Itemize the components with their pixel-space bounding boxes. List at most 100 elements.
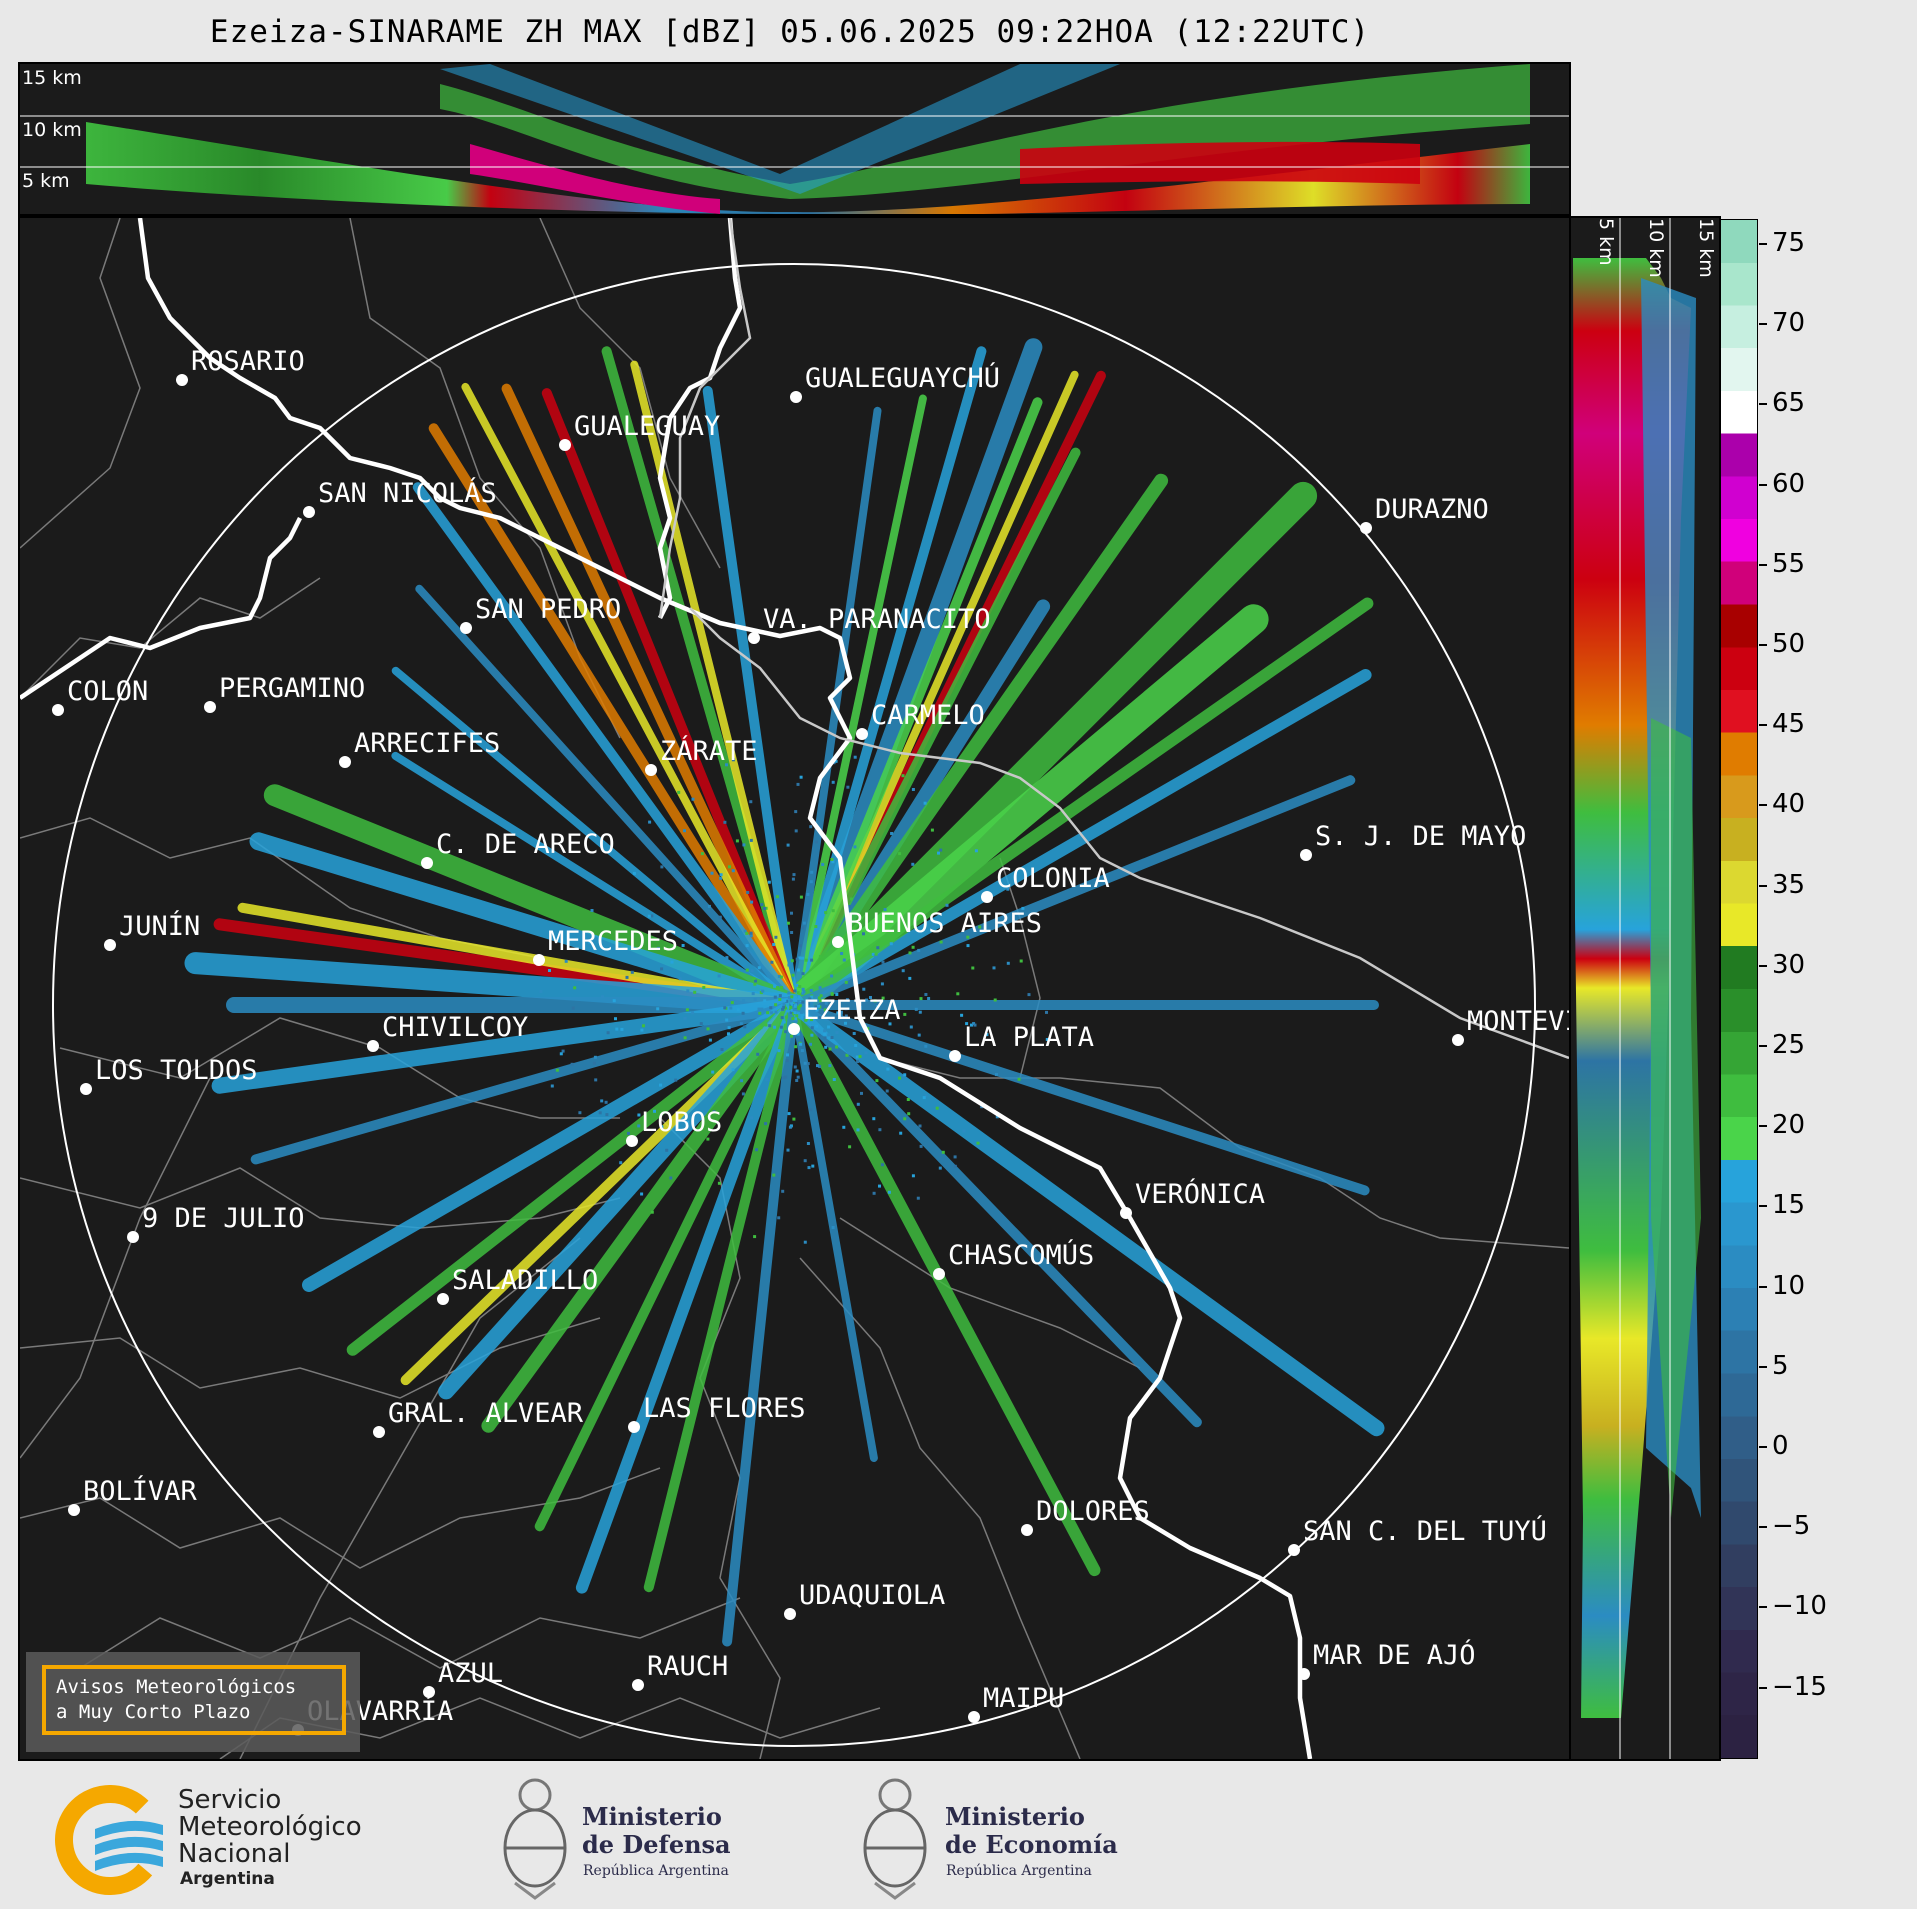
reflectivity-pixel: [750, 1116, 754, 1120]
colorbar-tick-label: 70: [1772, 308, 1806, 339]
reflectivity-pixel: [924, 993, 928, 996]
reflectivity-pixel: [778, 998, 782, 1001]
colorbar-tick: [1759, 964, 1767, 967]
reflectivity-pixel: [807, 960, 811, 964]
colorbar-tick: [1759, 1285, 1767, 1288]
reflectivity-pixel: [778, 994, 782, 998]
reflectivity-pixel: [830, 974, 834, 978]
reflectivity-pixel: [759, 1026, 763, 1030]
reflectivity-pixel: [793, 989, 797, 993]
reflectivity-beam: [211, 997, 802, 1094]
warning-box[interactable]: Avisos Meteorológicos a Muy Corto Plazo: [26, 1652, 360, 1752]
reflectivity-pixel: [745, 1033, 749, 1037]
reflectivity-pixel: [650, 914, 654, 918]
colorbar-tick: [1759, 1526, 1767, 1529]
reflectivity-pixel: [739, 1022, 743, 1026]
reflectivity-pixel: [788, 1125, 792, 1129]
reflectivity-pixel: [827, 1033, 831, 1037]
reflectivity-pixel: [797, 995, 801, 999]
reflectivity-pixel: [768, 1024, 772, 1028]
reflectivity-pixel: [918, 1010, 922, 1014]
reflectivity-pixel: [784, 1015, 788, 1019]
reflectivity-pixel: [691, 1011, 695, 1015]
reflectivity-pixel: [719, 876, 723, 880]
smn-country: Argentina: [180, 1869, 275, 1889]
reflectivity-pixel: [745, 931, 749, 935]
city-dot: [1298, 1668, 1310, 1680]
reflectivity-pixel: [908, 976, 912, 980]
city-marker: GUALEGUAY: [559, 411, 720, 451]
city-marker: C. DE ARECO: [421, 829, 615, 869]
city-dot: [204, 701, 216, 713]
reflectivity-pixel: [708, 1038, 712, 1042]
side-cross-section: [1573, 218, 1701, 1759]
city-dot: [1452, 1034, 1464, 1046]
reflectivity-pixel: [615, 1027, 619, 1031]
radar-map[interactable]: ROSARIO GUALEGUAYCHÚ GUALEGUAY SAN NICOLÁS D…: [20, 218, 1569, 1759]
reflectivity-pixel: [890, 832, 894, 835]
reflectivity-pixel: [802, 921, 806, 925]
colorbar-tick-label: 15: [1772, 1190, 1806, 1221]
reflectivity-pixel: [818, 1065, 822, 1068]
reflectivity-pixel: [782, 1076, 786, 1080]
city-marker: PERGAMINO: [204, 673, 365, 713]
city-dot: [460, 622, 472, 634]
city-label: ARRECIFES: [354, 728, 500, 759]
colorbar-tick: [1759, 1125, 1767, 1128]
city-marker: CHASCOMÚS: [933, 1239, 1094, 1280]
reflectivity-pixel: [806, 1006, 810, 1010]
reflectivity-pixel: [848, 1145, 852, 1149]
city-label: GUALEGUAY: [574, 411, 720, 442]
side-height-label-10km: 10 km: [1645, 218, 1667, 278]
reflectivity-pixel: [985, 1033, 989, 1037]
side-cross-section-panel: 5 km 10 km 15 km: [1569, 216, 1721, 1761]
reflectivity-pixel: [875, 1079, 879, 1083]
reflectivity-pixel: [757, 966, 761, 970]
reflectivity-pixel: [974, 849, 978, 853]
city-label: DOLORES: [1036, 1496, 1150, 1527]
reflectivity-pixel: [809, 825, 813, 829]
reflectivity-pixel: [795, 1014, 799, 1018]
footer-logos: Servicio Meteorológico Nacional Argentin…: [0, 1763, 1917, 1909]
reflectivity-pixel: [806, 1142, 810, 1145]
smn-logo-icon: [55, 1785, 165, 1895]
reflectivity-pixel: [790, 911, 793, 915]
reflectivity-pixel: [811, 1164, 815, 1168]
reflectivity-pixel: [830, 858, 834, 861]
city-label: LOS TOLDOS: [95, 1055, 258, 1086]
city-label: COLON: [67, 676, 148, 707]
reflectivity-pixel: [782, 1020, 786, 1024]
reflectivity-pixel: [793, 1065, 797, 1069]
reflectivity-pixel: [804, 1013, 808, 1017]
reflectivity-pixel: [743, 1025, 747, 1029]
reflectivity-pixel: [681, 944, 685, 947]
reflectivity-pixel: [604, 1100, 608, 1104]
reflectivity-pixel: [792, 873, 796, 877]
reflectivity-pixel: [1006, 961, 1010, 965]
city-marker: JUNÍN: [104, 910, 200, 951]
reflectivity-pixel: [763, 999, 767, 1003]
radar-map-panel[interactable]: ROSARIO GUALEGUAYCHÚ GUALEGUAY SAN NICOLÁS D…: [18, 216, 1571, 1761]
reflectivity-pixel: [901, 969, 905, 973]
reflectivity-pixel: [777, 1216, 781, 1220]
city-label: GRAL. ALVEAR: [388, 1398, 584, 1429]
colorbar-tick: [1759, 804, 1767, 807]
reflectivity-pixel: [953, 1164, 957, 1168]
reflectivity-pixel: [856, 1128, 860, 1132]
radar-range-ring: [52, 263, 1536, 1747]
colorbar-tick: [1759, 563, 1767, 566]
reflectivity-pixel: [873, 954, 877, 958]
city-dot: [423, 1686, 435, 1698]
reflectivity-beam: [346, 999, 800, 1356]
reflectivity-pixel: [685, 1008, 689, 1012]
city-marker: MONTEVIDEO: [1452, 1006, 1569, 1046]
reflectivity-pixel: [600, 1099, 604, 1103]
reflectivity-pixel: [966, 935, 970, 939]
colorbar-tick-label: 35: [1772, 869, 1806, 900]
reflectivity-pixel: [903, 1073, 907, 1077]
city-marker: MAIPU: [968, 1683, 1064, 1723]
reflectivity-pixel: [807, 1166, 811, 1170]
colorbar-tick: [1759, 644, 1767, 646]
reflectivity-pixel: [780, 985, 784, 989]
reflectivity-pixel: [792, 1008, 796, 1012]
